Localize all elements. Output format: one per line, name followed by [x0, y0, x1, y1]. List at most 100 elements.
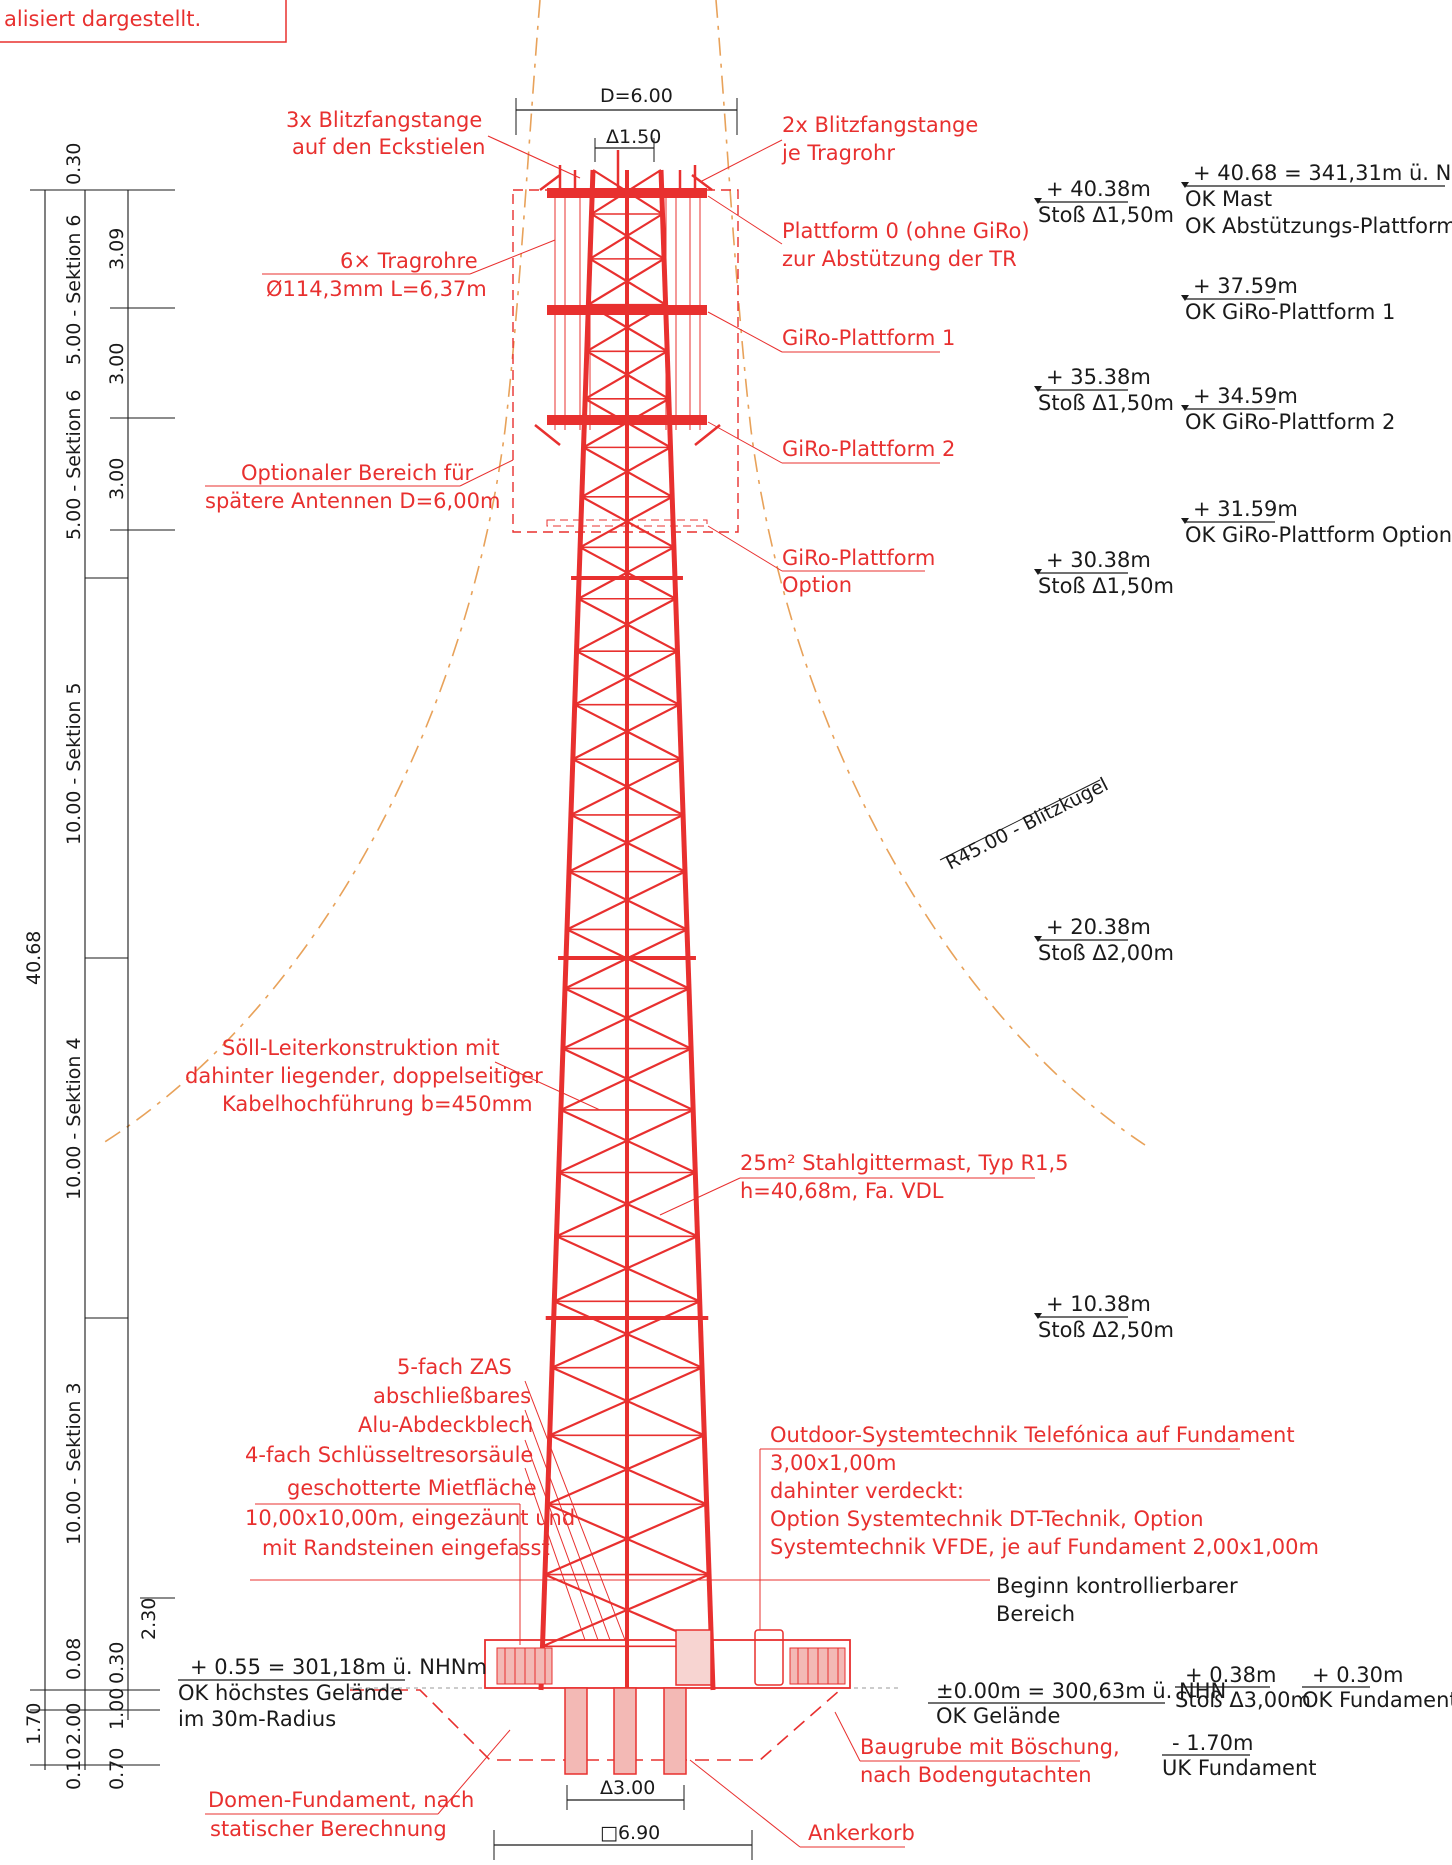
- antenna-head: [534, 150, 721, 527]
- level-label: Stoß Δ2,50m: [1038, 1318, 1174, 1342]
- callout-text: Baugrube mit Böschung,: [860, 1735, 1120, 1759]
- mast-brace: [544, 1503, 708, 1576]
- giro-platform-2: [547, 415, 707, 425]
- level-value: + 0.30m: [1312, 1663, 1404, 1687]
- level-ok-fundament: + 0.30m OK Fundament: [1302, 1663, 1452, 1712]
- callout-lattice-mast: 25m² Stahlgittermast, Typ R1,5 h=40,68m,…: [659, 1151, 1069, 1216]
- level-label: Stoß Δ1,50m: [1038, 391, 1174, 415]
- level-marker-icon: [1034, 386, 1042, 392]
- mast-brace: [584, 350, 668, 400]
- mast-brace: [587, 257, 665, 306]
- callout-text: Plattform 0 (ohne GiRo): [782, 219, 1030, 243]
- mast-brace: [574, 650, 678, 706]
- mast-brace: [549, 1366, 703, 1437]
- level-uk-fundament: - 1.70m UK Fundament: [1162, 1731, 1317, 1780]
- callout-text: GiRo-Plattform: [782, 546, 935, 570]
- dim-030b: 0.30: [106, 1642, 128, 1684]
- level-label: OK GiRo-Plattform 1: [1185, 300, 1395, 324]
- dim-010: 0.10: [63, 1748, 85, 1790]
- level-marker-icon: [1181, 182, 1189, 188]
- level-marker-icon: [1034, 936, 1042, 942]
- note-box: alisiert dargestellt.: [0, 0, 287, 43]
- level-label: OK Fundament: [1302, 1688, 1452, 1712]
- level-value: + 30.38m: [1046, 548, 1151, 572]
- level-value: + 37.59m: [1193, 274, 1298, 298]
- callout-ladder: Söll-Leiterkonstruktion mit dahinter lie…: [185, 1036, 601, 1116]
- level-label: Stoß Δ1,50m: [1038, 203, 1174, 227]
- mast-brace: [562, 987, 690, 1050]
- label-line: Bereich: [996, 1602, 1075, 1626]
- dim-070: 0.70: [106, 1748, 128, 1790]
- callout-text: Domen-Fundament, nach: [208, 1788, 474, 1812]
- mast-brace: [546, 1434, 705, 1506]
- left-dimension-chain: [30, 189, 175, 1770]
- callout-lightning-corner: 3x Blitzfangstange auf den Eckstielen: [286, 108, 581, 179]
- sphere-radius-leader: [939, 779, 1101, 861]
- level-label: OK GiRo-Plattform Option: [1185, 523, 1452, 547]
- dim-sec-030: 0.30: [63, 143, 85, 185]
- level-label: OK Mast: [1185, 187, 1272, 211]
- level-value: + 0.55 = 301,18m ü. NHNm: [190, 1655, 487, 1679]
- callout-text: mit Randsteinen eingefasst: [262, 1536, 550, 1560]
- mast-brace: [551, 1300, 701, 1369]
- callout-text: 3x Blitzfangstange: [286, 108, 482, 132]
- level-stoss-base: + 0.38m Stoß Δ3,00m: [1175, 1663, 1311, 1712]
- callout-text: auf den Eckstielen: [292, 135, 485, 159]
- dim-170: 1.70: [23, 1703, 45, 1745]
- level-value: ±0.00m = 300,63m ü. NHN: [936, 1679, 1226, 1703]
- level-value: + 10.38m: [1046, 1292, 1151, 1316]
- callout-text: 10,00x10,00m, eingezäunt und: [245, 1506, 575, 1530]
- dim-230: 2.30: [138, 1598, 160, 1640]
- top-dimensions: D=6.00 Δ1.50: [515, 85, 738, 162]
- callout-pit: Baugrube mit Böschung, nach Bodengutacht…: [834, 1711, 1120, 1787]
- callout-text: Kabelhochführung b=450mm: [222, 1092, 533, 1116]
- callout-zas: 5-fach ZAS abschließbares Alu-Abdeckblec…: [245, 1355, 990, 1645]
- callout-foundation: Domen-Fundament, nach statischer Berechn…: [205, 1729, 511, 1841]
- level-value: - 1.70m: [1172, 1731, 1253, 1755]
- callout-text: statischer Berechnung: [210, 1817, 447, 1841]
- callout-text: spätere Antennen D=6,00m: [205, 489, 500, 513]
- callout-text: GiRo-Plattform 1: [782, 326, 955, 350]
- level-ok-hoechstes-gelaende: + 0.55 = 301,18m ü. NHNm OK höchstes Gel…: [178, 1655, 487, 1731]
- callout-antenna-area: Optionaler Bereich für spätere Antennen …: [205, 459, 514, 513]
- level-label: Stoß Δ3,00m: [1175, 1688, 1311, 1712]
- callout-text: Option Systemtechnik DT-Technik, Option: [770, 1507, 1204, 1531]
- dim-309: 3.09: [106, 228, 128, 270]
- dim-foundation-690: □6.90: [600, 1822, 660, 1844]
- system-cabinet-dt: [675, 1629, 712, 1686]
- left-dimension-labels: 40.68 0.30 5.00 - Sektion 6 5.00 - Sekti…: [23, 143, 160, 1790]
- callout-giro-option: GiRo-Plattform Option: [707, 525, 935, 597]
- callout-anchor: Ankerkorb: [689, 1759, 915, 1848]
- dim-100: 1.00: [106, 1688, 128, 1730]
- level-ok-gelaende: ±0.00m = 300,63m ü. NHN OK Gelände: [928, 1679, 1226, 1728]
- level-value: + 34.59m: [1193, 384, 1298, 408]
- level-label: OK Abstützungs-Plattform: [1185, 214, 1452, 238]
- lattice-mast: [538, 169, 716, 1691]
- level-value: + 40.38m: [1046, 177, 1151, 201]
- mast-brace: [570, 758, 682, 816]
- mast-brace: [576, 597, 677, 653]
- callout-text: zur Abstützung der TR: [782, 247, 1017, 271]
- dim-total: 40.68: [23, 931, 45, 985]
- bottom-dimensions: Δ3.00 □6.90: [493, 1777, 753, 1860]
- dim-008: 0.08: [63, 1638, 85, 1680]
- lightning-sphere-arcs: R45.00 - Blitzkugel: [99, 0, 1146, 1146]
- callout-text: 5-fach ZAS: [397, 1355, 512, 1379]
- callout-text: 4-fach Schlüsseltresorsäule: [245, 1443, 533, 1467]
- callout-platform0: Plattform 0 (ohne GiRo) zur Abstützung d…: [707, 195, 1030, 271]
- giro-platform-option: [546, 519, 708, 527]
- mast-brace: [560, 1047, 692, 1111]
- callout-text: nach Bodengutachten: [860, 1763, 1092, 1787]
- callout-text: Systemtechnik VFDE, je auf Fundament 2,0…: [770, 1535, 1319, 1559]
- dim-d150: Δ1.50: [606, 126, 661, 148]
- level-marker-icon: [1181, 518, 1189, 524]
- callout-text: geschotterte Mietfläche: [287, 1476, 537, 1500]
- callout-text: h=40,68m, Fa. VDL: [740, 1179, 944, 1203]
